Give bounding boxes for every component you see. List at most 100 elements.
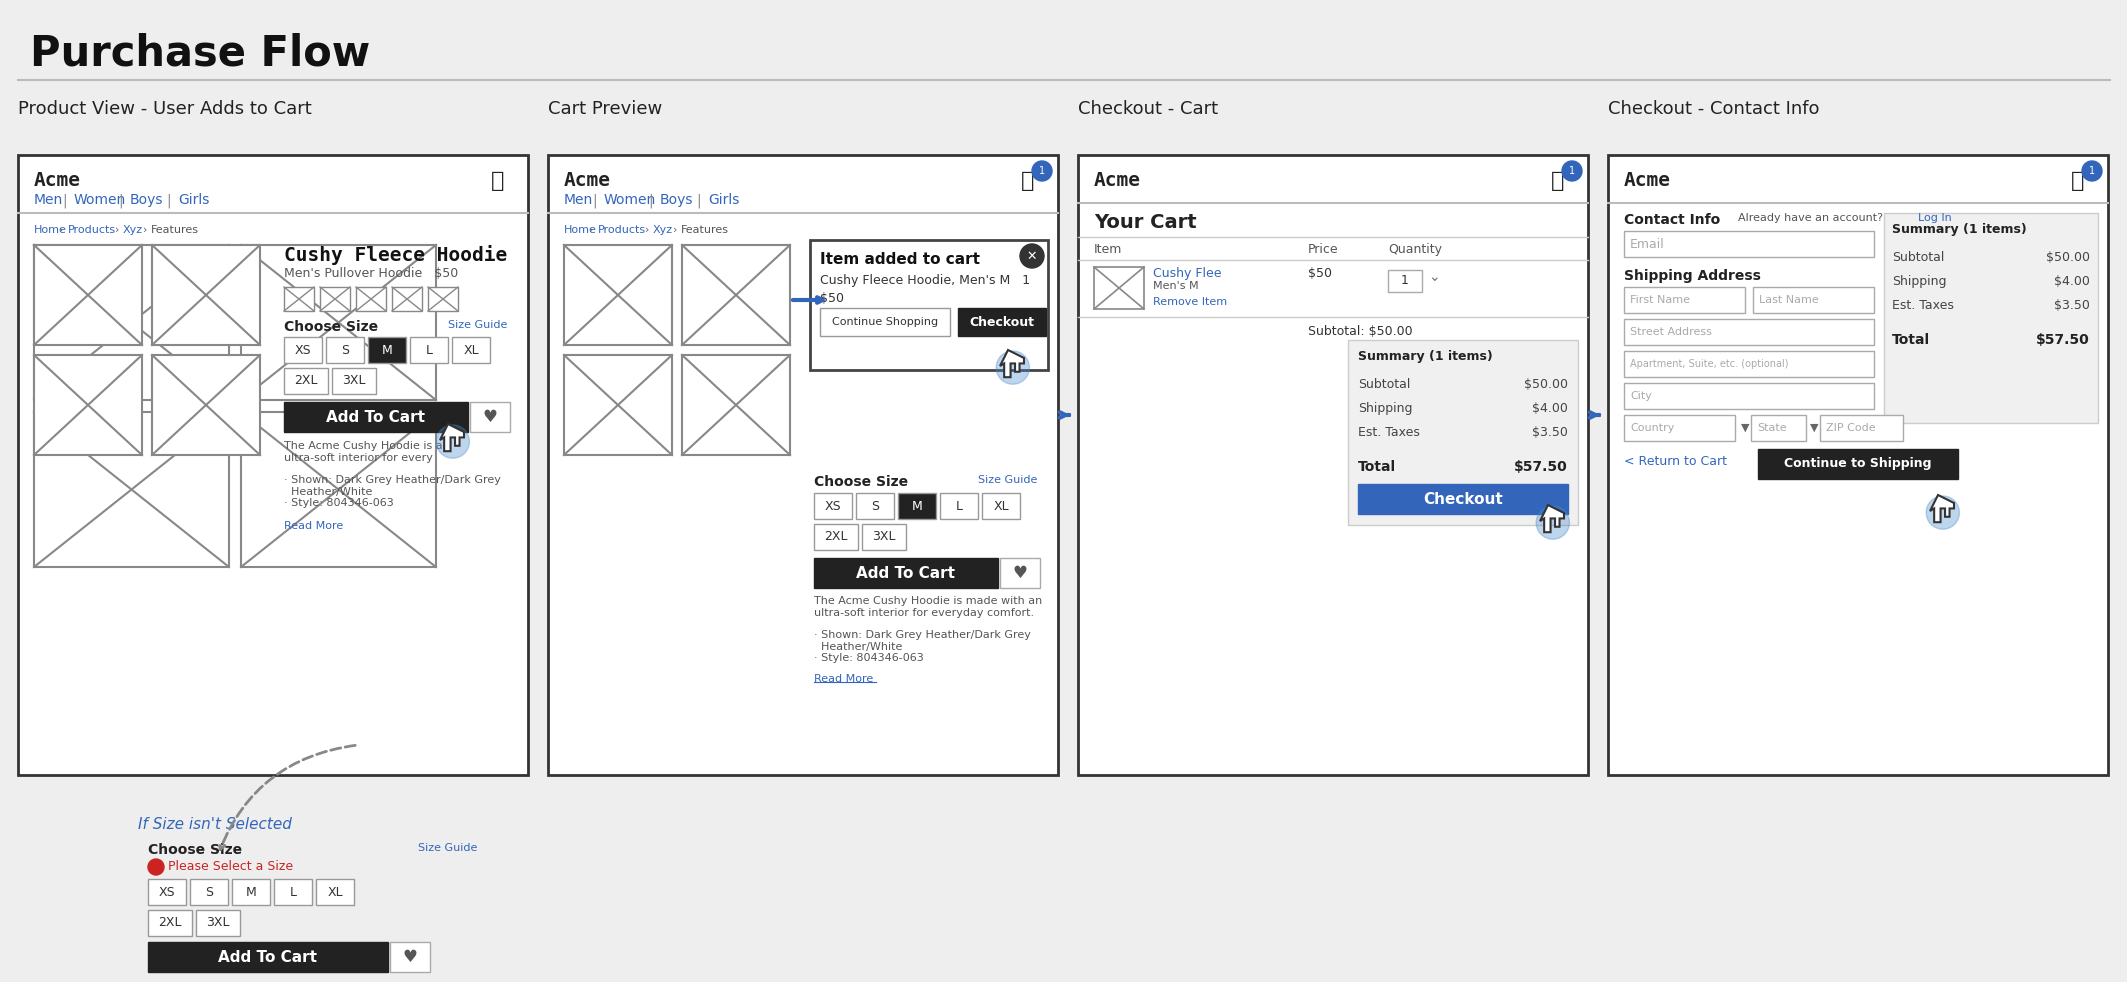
Text: Total: Total [1893,333,1929,347]
Bar [1759,449,1959,479]
Text: Cart Preview: Cart Preview [549,100,661,118]
Text: Subtotal: $50.00: Subtotal: $50.00 [1308,325,1412,338]
Circle shape [1927,496,1959,529]
Text: Apartment, Suite, etc. (optional): Apartment, Suite, etc. (optional) [1629,359,1789,369]
Text: · Shown: Dark Grey Heather/Dark Grey
  Heather/White
· Style: 804346-063: · Shown: Dark Grey Heather/Dark Grey Hea… [815,630,1032,663]
Text: Log In: Log In [1919,213,1953,223]
Text: 🛒: 🛒 [1021,171,1034,191]
Text: |: | [649,193,653,207]
Bar [1625,319,1874,345]
Bar [332,368,376,394]
Circle shape [995,351,1029,384]
Bar [411,337,449,363]
Text: Add To Cart: Add To Cart [219,950,317,964]
Text: S: S [340,344,349,356]
Text: S: S [870,500,878,513]
Text: ♥: ♥ [402,948,417,966]
Text: Girls: Girls [708,193,740,207]
Text: 2XL: 2XL [825,530,849,543]
Text: 2XL: 2XL [294,374,317,388]
Text: M: M [245,886,257,899]
Text: ✕: ✕ [1027,249,1038,262]
Text: Xyz: Xyz [653,225,672,235]
Text: $50: $50 [821,292,844,305]
Text: $4.00: $4.00 [2055,275,2091,288]
Text: Read More: Read More [285,521,342,531]
Bar [317,879,353,905]
Bar [940,493,978,519]
Text: Subtotal: Subtotal [1893,251,1944,264]
Text: $50.00: $50.00 [1525,378,1568,391]
Text: Last Name: Last Name [1759,295,1819,305]
Text: $4.00: $4.00 [1531,402,1568,415]
Text: ›: › [644,225,649,235]
Text: S: S [204,886,213,899]
Bar [196,910,240,936]
Bar [368,337,406,363]
Text: ›: › [589,225,593,235]
Text: |: | [591,193,598,207]
Text: Men's Pullover Hoodie   $50: Men's Pullover Hoodie $50 [285,267,457,280]
Bar [391,287,421,311]
Bar [34,245,230,400]
Text: Features: Features [151,225,200,235]
Text: Women: Women [74,193,125,207]
Text: ♥: ♥ [483,408,498,426]
Text: Checkout - Cart: Checkout - Cart [1078,100,1219,118]
Text: Add To Cart: Add To Cart [857,566,955,580]
Text: Continue to Shipping: Continue to Shipping [1785,458,1931,470]
Bar [1357,484,1568,514]
Bar [149,942,387,972]
Text: Subtotal: Subtotal [1357,378,1410,391]
Text: M: M [381,344,391,356]
Circle shape [2082,161,2101,181]
Text: Girls: Girls [179,193,208,207]
Bar [1821,415,1904,441]
Text: 2XL: 2XL [157,916,181,930]
Bar [564,355,672,455]
Text: Xyz: Xyz [123,225,143,235]
Text: Item: Item [1093,243,1123,256]
Text: XL: XL [464,344,479,356]
Polygon shape [440,424,464,451]
Bar [564,245,672,345]
Text: XS: XS [296,344,311,356]
Text: Products: Products [598,225,647,235]
Text: Checkout: Checkout [1423,492,1504,507]
Bar [898,493,936,519]
Text: $57.50: $57.50 [1514,460,1568,474]
Text: Checkout - Contact Info: Checkout - Contact Info [1608,100,1819,118]
Polygon shape [1000,350,1023,377]
Bar [1625,351,1874,377]
Bar [815,493,853,519]
Text: Choose Size: Choose Size [815,475,908,489]
Text: Boys: Boys [130,193,164,207]
Bar [821,308,951,336]
Text: Shipping: Shipping [1357,402,1412,415]
Text: Email: Email [1629,238,1665,250]
Bar [861,524,906,550]
Text: Contact Info: Contact Info [1625,213,1721,227]
Text: Men: Men [564,193,593,207]
Text: Summary (1 items): Summary (1 items) [1893,223,2027,236]
Text: Acme: Acme [1093,171,1140,190]
Bar [683,355,789,455]
Bar [240,245,436,400]
Text: Quantity: Quantity [1389,243,1442,256]
Bar [285,368,328,394]
Text: Cushy Fleece Hoodie: Cushy Fleece Hoodie [285,245,506,265]
Text: Home: Home [34,225,66,235]
Text: State: State [1757,423,1787,433]
Text: ♥: ♥ [1012,564,1027,582]
Text: < Return to Cart: < Return to Cart [1625,455,1727,468]
Bar [285,402,468,432]
Bar [1625,287,1744,313]
Text: M: M [912,500,923,513]
Text: 3XL: 3XL [342,374,366,388]
Text: The Acme Cushy Hoodie is made with an
ultra-soft interior for everyday comfort.: The Acme Cushy Hoodie is made with an ul… [815,596,1042,618]
Text: Products: Products [68,225,115,235]
Text: Acme: Acme [564,171,610,190]
Bar [1885,213,2097,423]
Text: Home: Home [564,225,598,235]
Text: City: City [1629,391,1653,401]
